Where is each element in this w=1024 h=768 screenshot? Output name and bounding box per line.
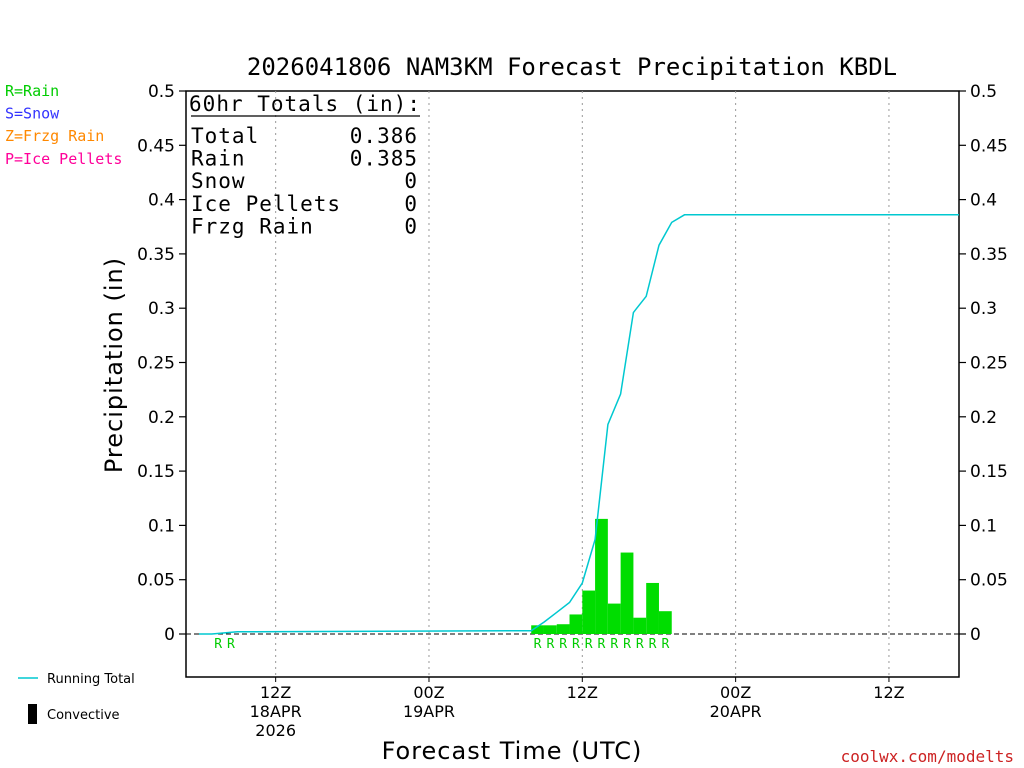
totals-row-label: Ice Pellets	[191, 192, 341, 216]
precip-bar	[633, 617, 647, 634]
y-tick-label-left: 0.25	[137, 354, 175, 374]
type-marker-r: R	[214, 637, 222, 652]
y-tick-label-left: 0.4	[148, 191, 175, 211]
series-legend-label: Convective	[47, 708, 120, 723]
vertical-gridlines	[275, 91, 890, 677]
precip-bar	[595, 518, 608, 634]
type-marker-r: R	[559, 637, 567, 652]
type-legend-item: Z=Frzg Rain	[5, 127, 104, 145]
type-marker-r: R	[649, 637, 657, 652]
totals-box: 60hr Totals (in): Total 0.386 Rain 0.385 Snow…	[189, 92, 421, 238]
y-tick-label-right: 0.3	[970, 299, 997, 319]
y-tick-label-right: 0.35	[970, 245, 1008, 265]
y-tick-label-right: 0.2	[970, 408, 997, 428]
y-tick-label-left: 0.15	[137, 462, 175, 482]
x-tick-label: 2026	[255, 721, 296, 740]
y-tick-label-right: 0	[970, 625, 981, 645]
x-tick-label: 12Z	[873, 683, 904, 702]
precip-bar	[620, 552, 634, 634]
y-tick-label-right: 0.05	[970, 571, 1008, 591]
x-axis-label: Forecast Time (UTC)	[382, 737, 643, 765]
precip-bar	[543, 625, 557, 634]
totals-row-value: 0	[404, 214, 418, 238]
type-legend-item: S=Snow	[5, 105, 60, 123]
plot-frame	[185, 90, 960, 678]
x-tick-label: 00Z	[720, 683, 751, 702]
y-axis-right: 0 0.05 0.1 0.15 0.2 0.25 0.3 0.35 0.4 0.45 0.5	[959, 82, 1008, 645]
y-axis-label: Precipitation (in)	[100, 257, 128, 473]
totals-row-value: 0	[404, 192, 418, 216]
y-tick-label-left: 0.5	[148, 82, 175, 102]
totals-row-label: Frzg Rain	[191, 214, 314, 238]
type-marker-r: R	[636, 637, 644, 652]
precip-bar	[582, 590, 596, 634]
type-marker-r: R	[534, 637, 542, 652]
totals-row-value: 0.385	[350, 147, 418, 171]
totals-row-value: 0	[404, 169, 418, 193]
y-tick-label-right: 0.1	[970, 516, 997, 536]
x-tick-label: 12Z	[260, 683, 291, 702]
y-tick-label-right: 0.25	[970, 354, 1008, 374]
y-tick-label-right: 0.45	[970, 136, 1008, 156]
chart-title: 2026041806 NAM3KM Forecast Precipitation…	[247, 53, 897, 81]
totals-row-label: Snow	[191, 169, 246, 193]
series-legend: Running Total Convective	[18, 672, 135, 724]
totals-row-label: Total	[191, 124, 259, 148]
convective-swatch	[28, 704, 37, 724]
y-tick-label-right: 0.5	[970, 82, 997, 102]
type-marker-r: R	[227, 637, 235, 652]
type-marker-r: R	[661, 637, 669, 652]
type-legend-item: P=Ice Pellets	[5, 150, 122, 168]
y-tick-label-left: 0.1	[148, 516, 175, 536]
y-tick-label-left: 0.3	[148, 299, 175, 319]
type-marker-r: R	[598, 637, 606, 652]
precip-bar	[658, 611, 672, 634]
y-tick-label-left: 0.2	[148, 408, 175, 428]
x-tick-label: 18APR	[250, 702, 302, 721]
precip-bar	[646, 582, 659, 634]
credit-text: coolwx.com/modelts	[841, 747, 1014, 766]
type-marker-r: R	[585, 637, 593, 652]
y-tick-label-right: 0.4	[970, 191, 997, 211]
y-tick-label-left: 0.45	[137, 136, 175, 156]
precip-type-legend: R=Rain S=Snow Z=Frzg Rain P=Ice Pellets	[5, 82, 122, 168]
x-tick-label: 12Z	[567, 683, 598, 702]
type-marker-r: R	[610, 637, 618, 652]
y-tick-label-right: 0.15	[970, 462, 1008, 482]
y-tick-label-left: 0.05	[137, 571, 175, 591]
totals-header: 60hr Totals (in):	[189, 92, 421, 116]
totals-row-label: Rain	[191, 147, 246, 171]
type-legend-item: R=Rain	[5, 82, 59, 100]
totals-row-value: 0.386	[350, 124, 418, 148]
precip-bar	[607, 603, 621, 634]
precip-bar	[556, 624, 570, 634]
x-tick-label: 19APR	[403, 702, 455, 721]
precip-bars	[531, 518, 672, 634]
y-tick-label-left: 0.35	[137, 245, 175, 265]
type-marker-r: R	[623, 637, 631, 652]
type-marker-r: R	[572, 637, 580, 652]
precip-bar	[531, 625, 544, 634]
type-marker-r: R	[546, 637, 554, 652]
x-tick-label: 00Z	[413, 683, 444, 702]
series-legend-label: Running Total	[47, 672, 135, 687]
y-axis-left: 0 0.05 0.1 0.15 0.2 0.25 0.3 0.35 0.4 0.45 0.5	[137, 82, 186, 645]
y-tick-label-left: 0	[164, 625, 175, 645]
precip-bar	[569, 614, 583, 634]
running-total-line	[199, 214, 959, 635]
x-tick-label: 20APR	[710, 702, 762, 721]
